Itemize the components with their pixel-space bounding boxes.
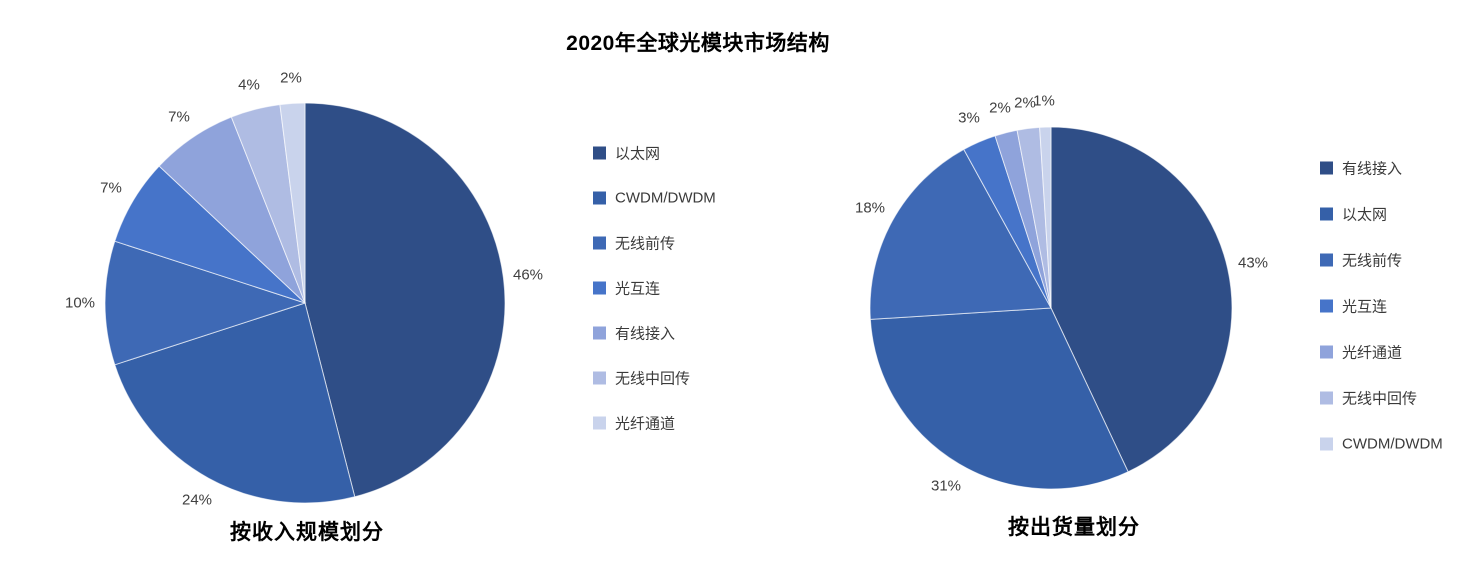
pie-slice-以太网 <box>869 307 1129 490</box>
legend-swatch-icon <box>593 191 606 205</box>
pie-slice-无线前传 <box>104 240 307 366</box>
pie-value-label: 46% <box>512 266 544 284</box>
pie-value-label: 7% <box>100 179 122 197</box>
pie-value-label: 43% <box>1237 254 1269 272</box>
legend-item-以太网: 以太网 <box>593 143 660 164</box>
legend-swatch-icon <box>593 371 606 385</box>
legend-swatch-icon <box>593 281 606 295</box>
pie-value-label: 2% <box>280 69 302 87</box>
legend-label: 光互连 <box>615 280 661 298</box>
caption-by-revenue: 按收入规模划分 <box>230 521 384 544</box>
legend-swatch-icon <box>593 236 606 250</box>
legend-swatch-icon <box>1320 207 1333 221</box>
legend-swatch-icon <box>593 146 606 160</box>
legend-label: 光互连 <box>1342 298 1388 316</box>
pie-chart-by-shipment <box>869 126 1233 490</box>
pie-slice-有线接入 <box>1050 126 1233 473</box>
legend-item-光纤通道: 光纤通道 <box>1320 342 1402 363</box>
legend-item-无线前传: 无线前传 <box>1320 250 1402 271</box>
legend-label: 光纤通道 <box>615 415 676 433</box>
legend-label: 无线前传 <box>1342 252 1403 270</box>
pie-value-label: 3% <box>958 109 980 127</box>
pie-value-label: 10% <box>64 294 96 312</box>
pie-value-label: 2% <box>1014 94 1036 112</box>
pie-value-label: 2% <box>989 99 1011 117</box>
pie-chart-by-revenue <box>104 102 506 504</box>
pie-slice-CWDM/DWDM <box>114 302 356 504</box>
legend-swatch-icon <box>1320 437 1333 451</box>
legend-item-光互连: 光互连 <box>1320 296 1387 317</box>
chart-title: 2020年全球光模块市场结构 <box>566 32 830 55</box>
legend-label: 无线前传 <box>615 235 676 253</box>
legend-item-以太网: 以太网 <box>1320 204 1387 225</box>
legend-item-无线中回传: 无线中回传 <box>1320 388 1417 409</box>
legend-item-光互连: 光互连 <box>593 278 660 299</box>
legend-swatch-icon <box>1320 345 1333 359</box>
pie-value-label: 7% <box>168 108 190 126</box>
legend-swatch-icon <box>593 326 606 340</box>
pie-value-label: 1% <box>1033 92 1055 110</box>
legend-item-无线中回传: 无线中回传 <box>593 368 690 389</box>
pie-slice-光纤通道 <box>279 102 306 304</box>
legend-swatch-icon <box>1320 299 1333 313</box>
pie-value-label: 18% <box>854 199 886 217</box>
legend-label: CWDM/DWDM <box>615 189 716 207</box>
legend-item-CWDM/DWDM: CWDM/DWDM <box>1320 436 1443 453</box>
legend-item-CWDM/DWDM: CWDM/DWDM <box>593 190 716 207</box>
caption-by-shipment: 按出货量划分 <box>1008 516 1140 539</box>
legend-label: 无线中回传 <box>615 370 691 388</box>
legend-swatch-icon <box>1320 161 1333 175</box>
pie-slice-无线前传 <box>869 148 1052 320</box>
pie-value-label: 31% <box>930 477 962 495</box>
legend-label: 有线接入 <box>615 325 676 343</box>
legend-swatch-icon <box>1320 391 1333 405</box>
legend-item-光纤通道: 光纤通道 <box>593 413 675 434</box>
pie-value-label: 24% <box>181 491 213 509</box>
legend-item-无线前传: 无线前传 <box>593 233 675 254</box>
legend-swatch-icon <box>593 416 606 430</box>
pie-slice-CWDM/DWDM <box>1039 126 1052 309</box>
legend-label: 以太网 <box>1342 206 1388 224</box>
legend-swatch-icon <box>1320 253 1333 267</box>
legend-label: 以太网 <box>615 145 661 163</box>
legend-label: 无线中回传 <box>1342 390 1418 408</box>
pie-value-label: 4% <box>238 76 260 94</box>
legend-label: 光纤通道 <box>1342 344 1403 362</box>
legend-item-有线接入: 有线接入 <box>593 323 675 344</box>
pie-slice-以太网 <box>304 102 506 498</box>
legend-item-有线接入: 有线接入 <box>1320 158 1402 179</box>
legend-label: CWDM/DWDM <box>1342 435 1443 453</box>
legend-label: 有线接入 <box>1342 160 1403 178</box>
